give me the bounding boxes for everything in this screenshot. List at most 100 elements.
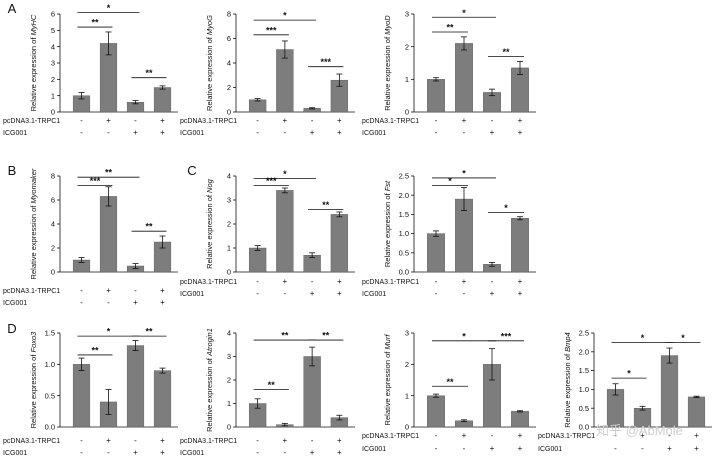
condition-sign: - — [256, 128, 259, 137]
condition-sign: + — [462, 431, 467, 440]
panel-fst: Relative expression of Fst 0.0 0.5 1.0 1.5 2.… — [362, 168, 536, 298]
condition-sign: - — [256, 448, 259, 457]
condition-sign: - — [614, 431, 617, 440]
condition-sign: - — [463, 128, 466, 137]
y-tick-label: 0.5 — [399, 248, 409, 257]
condition-sign: + — [518, 128, 523, 137]
condition-sign: - — [256, 277, 259, 286]
y-tick-label: 4 — [227, 59, 231, 68]
y-tick-label: 0.0 — [45, 423, 55, 432]
significance-label: *** — [266, 176, 277, 186]
bar — [276, 49, 294, 113]
condition-sign: + — [337, 289, 342, 298]
condition-sign: + — [490, 289, 495, 298]
y-tick-label: 1 — [227, 399, 231, 408]
significance-label: ** — [322, 331, 330, 341]
condition-label: ICG001 — [362, 291, 386, 298]
condition-sign: + — [133, 128, 138, 137]
y-axis-label: Relative expression of MyHC — [29, 14, 38, 111]
condition-sign: + — [283, 116, 288, 125]
y-tick-label: 1.5 — [45, 329, 55, 338]
condition-sign: - — [284, 289, 287, 298]
condition-sign: + — [694, 444, 699, 453]
significance-label: ** — [322, 200, 330, 210]
y-tick-label: 8 — [51, 172, 55, 181]
condition-sign: - — [641, 444, 644, 453]
y-tick-label: 1 — [227, 244, 231, 253]
condition-sign: + — [283, 436, 288, 445]
condition-label: ICG001 — [180, 130, 204, 137]
condition-sign: + — [518, 116, 523, 125]
y-tick-label: 0 — [405, 108, 409, 117]
y-tick-label: 6 — [51, 10, 55, 19]
condition-label: pcDNA3.1-TRPC1 — [180, 438, 237, 445]
significance-label: ** — [268, 380, 276, 390]
panel-letter: C — [187, 163, 196, 178]
y-tick-label: 2 — [227, 376, 231, 385]
condition-sign: - — [284, 128, 287, 137]
bar — [687, 396, 706, 428]
y-tick-label: 1.5 — [399, 210, 409, 219]
condition-sign: - — [311, 116, 314, 125]
significance-label: * — [627, 369, 631, 379]
panel-bmp4: Relative expression of Bmp4 0.0 0.5 1.0 1.5 2… — [538, 329, 712, 453]
y-tick-label: 2 — [227, 83, 231, 92]
condition-label: ICG001 — [180, 291, 204, 298]
bar — [153, 370, 172, 428]
condition-sign: + — [462, 116, 467, 125]
condition-label: pcDNA3.1-TRPC1 — [362, 279, 419, 286]
significance-label: * — [681, 333, 685, 343]
significance-label: * — [504, 203, 508, 213]
condition-sign: - — [435, 277, 438, 286]
y-tick-label: 2.5 — [399, 172, 409, 181]
y-tick-label: 0 — [51, 268, 55, 277]
condition-sign: - — [435, 289, 438, 298]
y-axis-label: Relative expression of MyoG — [205, 15, 214, 111]
y-tick-label: 1.0 — [579, 385, 589, 394]
y-tick-label: 0 — [405, 423, 409, 432]
condition-sign: + — [160, 286, 165, 295]
condition-sign: - — [435, 444, 438, 453]
bar — [276, 190, 294, 273]
bar — [660, 355, 679, 428]
condition-sign: - — [134, 436, 137, 445]
condition-sign: + — [518, 431, 523, 440]
y-tick-label: 0.0 — [579, 423, 589, 432]
panel-myod: Relative expression of MyoD0123*****pcDN… — [362, 8, 536, 137]
significance-label: ** — [91, 345, 99, 355]
significance-label: ** — [105, 168, 113, 178]
y-tick-label: 4 — [51, 42, 55, 51]
condition-label: pcDNA3.1-TRPC1 — [3, 288, 60, 295]
y-tick-label: 6 — [227, 34, 231, 43]
y-axis-label: Relative expression of Murf — [383, 334, 392, 426]
y-tick-label: 1.0 — [45, 360, 55, 369]
significance-label: * — [448, 176, 452, 186]
condition-sign: + — [106, 116, 111, 125]
significance-label: * — [283, 11, 287, 21]
y-tick-label: 4 — [51, 220, 55, 229]
y-tick-label: 8 — [227, 10, 231, 19]
condition-sign: + — [337, 277, 342, 286]
panel-letter: D — [7, 321, 16, 336]
y-tick-label: 1.0 — [399, 229, 409, 238]
significance-label: ** — [502, 47, 510, 57]
y-tick-label: 3 — [405, 10, 409, 19]
condition-sign: - — [80, 116, 83, 125]
condition-sign: - — [284, 448, 287, 457]
significance-label: ** — [145, 222, 153, 232]
condition-sign: - — [256, 289, 259, 298]
y-axis-label: Relative expression of Foxo3 — [29, 331, 38, 429]
y-tick-label: 3 — [227, 196, 231, 205]
condition-sign: + — [160, 128, 165, 137]
condition-label: ICG001 — [362, 130, 386, 137]
significance-label: ** — [145, 327, 153, 337]
condition-sign: - — [107, 448, 110, 457]
condition-sign: + — [337, 436, 342, 445]
bar — [303, 356, 321, 428]
condition-label: ICG001 — [180, 450, 204, 457]
condition-sign: - — [134, 116, 137, 125]
y-tick-label: 0.5 — [579, 404, 589, 413]
condition-sign: + — [462, 277, 467, 286]
